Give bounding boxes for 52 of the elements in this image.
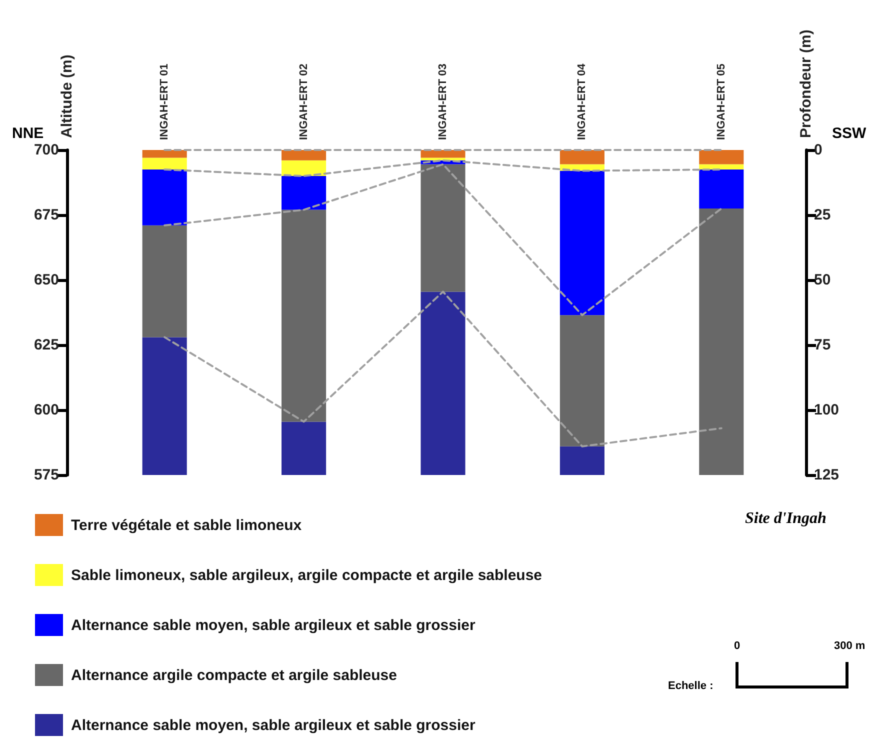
y-tick-label: 600 <box>34 402 59 418</box>
bar <box>142 158 187 170</box>
y2-tick-label: 100 <box>814 402 840 418</box>
y-axis-title: Altitude (m) <box>58 54 76 138</box>
y-tick-label: 700 <box>34 142 59 158</box>
bar <box>142 337 187 475</box>
bar <box>699 208 744 475</box>
y-tick-label: 625 <box>34 336 59 354</box>
legend-label: Sable limoneux, sable argileux, argile compacte et argile sableuse <box>71 566 542 584</box>
x-tick-label: INGAH-ERT 04 <box>576 62 588 140</box>
x-tick-label: INGAH-ERT 02 <box>298 64 310 140</box>
y-tick-label: 575 <box>34 466 59 484</box>
text: Site d'Ingah <box>745 510 826 528</box>
text: 300 m <box>834 640 866 652</box>
bar <box>420 292 466 475</box>
text: SSW <box>832 125 866 142</box>
y-tick-label: 650 <box>34 272 59 288</box>
text: NNE <box>12 125 44 142</box>
bar <box>420 164 466 292</box>
y-tick-label: 675 <box>34 206 59 224</box>
x-tick-label: INGAH-ERT 03 <box>437 64 449 140</box>
text: Echelle : <box>668 680 714 692</box>
y2-axis-title: Profondeur (m) <box>798 30 814 138</box>
line-series <box>164 163 722 316</box>
bar <box>282 176 326 210</box>
bar <box>560 446 604 475</box>
x-tick-label: INGAH-ERT 01 <box>158 64 171 140</box>
bar <box>282 160 326 176</box>
legend-label: Alternance argile compacte et argile sableuse <box>71 666 397 684</box>
bar <box>282 422 326 475</box>
bar <box>560 150 604 164</box>
legend-label: Terre végétale et sable limoneux <box>71 516 302 534</box>
bar <box>282 150 326 160</box>
bar <box>142 225 187 338</box>
y2-tick-label: 25 <box>814 206 831 224</box>
bar <box>142 150 187 158</box>
bar <box>282 210 326 422</box>
y2-tick-label: 125 <box>814 466 840 484</box>
y2-tick-label: 75 <box>814 336 831 354</box>
line-series <box>164 290 722 448</box>
y2-tick-label: 50 <box>814 272 831 288</box>
legend-label: Alternance sable moyen, sable argileux et sable grossier <box>71 716 476 734</box>
bar <box>560 170 604 316</box>
y2-tick-label: 0 <box>814 142 822 158</box>
line-series <box>164 159 722 177</box>
bar <box>699 150 744 164</box>
bar <box>699 170 744 208</box>
x-tick-label: INGAH-ERT 05 <box>715 64 728 140</box>
bar <box>142 170 187 226</box>
legend-label: Alternance sable moyen, sable argileux et sable grossier <box>71 616 476 634</box>
bar <box>560 315 604 446</box>
text: 0 <box>734 640 740 652</box>
